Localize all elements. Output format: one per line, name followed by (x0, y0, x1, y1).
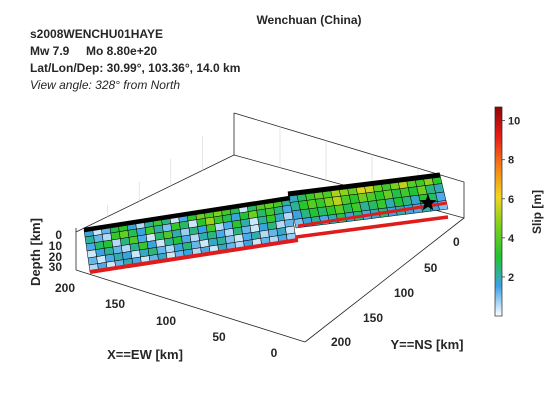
surface-trace-2 (295, 215, 449, 239)
colorbar-tick-label: 6 (508, 194, 514, 206)
colorbar-tick-label: 2 (508, 272, 514, 284)
x-axis-label: X==EW [km] (107, 347, 183, 362)
y-tick-label: 200 (331, 335, 351, 349)
hypocenter-star-icon (419, 194, 437, 211)
magnitude-info: Mw 7.9 Mo 8.80e+20 (30, 44, 157, 58)
y-axis-label: Y==NS [km] (391, 337, 464, 352)
colorbar-tick-label: 10 (508, 116, 520, 128)
z-tick-label: 0 (55, 228, 62, 242)
y-tick-label: 0 (453, 235, 460, 249)
depth-ticks: 0 10 20 30 (49, 228, 63, 274)
colorbar-label: Slip [m] (530, 190, 544, 234)
fault-traces (83, 172, 449, 274)
z-tick-label: 10 (49, 239, 63, 253)
x-tick-label: 200 (55, 281, 75, 295)
location-info: Lat/Lon/Dep: 30.99°, 103.36°, 14.0 km (30, 61, 240, 75)
view-angle-info: View angle: 328° from North (30, 78, 180, 92)
figure-title: Wenchuan (China) (256, 13, 361, 27)
z-axis-label: Depth [km] (28, 218, 43, 286)
top-edge-trace-1 (83, 195, 291, 233)
event-id: s2008WENCHU01HAYE (30, 27, 163, 41)
x-tick-label: 150 (105, 297, 125, 311)
colorbar-ticks: 2 4 6 8 10 (502, 116, 520, 284)
z-tick-label: 30 (49, 260, 63, 274)
slip-patch (435, 191, 447, 202)
colorbar (494, 106, 503, 317)
x-tick-label: 100 (156, 314, 176, 328)
z-tick-label: 20 (49, 250, 63, 264)
colorbar-tick-label: 8 (508, 155, 514, 167)
slip-patch (433, 183, 445, 194)
top-edge-trace-2 (287, 172, 441, 197)
surface-trace-1 (89, 238, 299, 274)
y-tick-label: 50 (424, 261, 438, 275)
y-tick-label: 100 (394, 286, 414, 300)
surface-trace-3 (297, 201, 448, 228)
y-ticks: 0 50 100 150 200 (331, 235, 460, 349)
x-ticks: 0 50 100 150 200 (55, 281, 278, 360)
axis-lines (75, 217, 465, 343)
fault-patches (83, 174, 449, 273)
x-tick-label: 50 (212, 330, 226, 344)
x-tick-label: 0 (271, 346, 278, 360)
y-tick-label: 150 (363, 311, 383, 325)
y-axis-line (304, 217, 465, 343)
colorbar-tick-label: 4 (508, 233, 515, 245)
x-axis-line (75, 269, 306, 343)
